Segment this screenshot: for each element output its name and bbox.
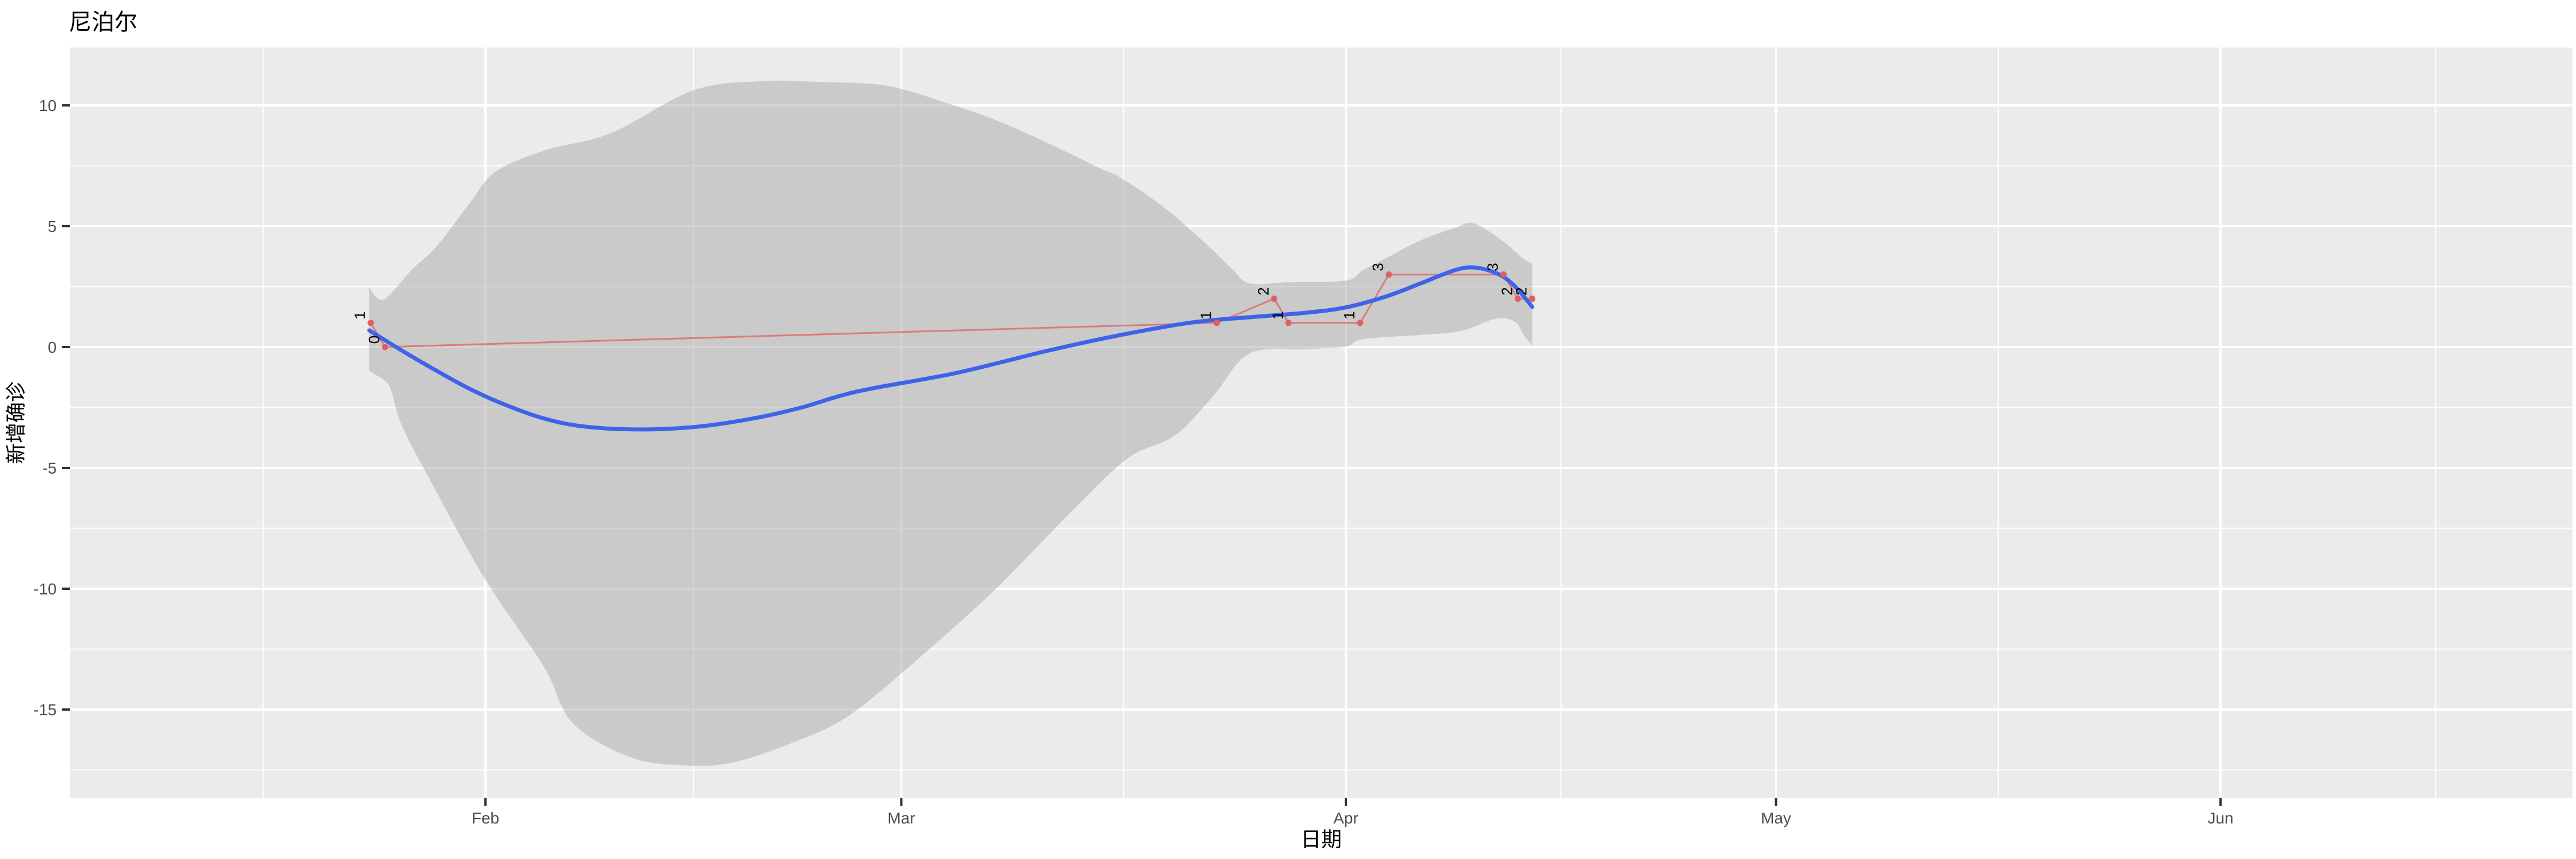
data-point — [1357, 320, 1364, 326]
data-point — [368, 320, 374, 326]
confidence-ribbon — [369, 80, 1532, 766]
x-tick-label: May — [1761, 809, 1791, 827]
data-point — [1385, 271, 1392, 278]
y-tick-label: 0 — [48, 338, 57, 356]
data-points — [368, 271, 1536, 350]
x-tick-label: Jun — [2207, 809, 2233, 827]
x-axis-ticks — [484, 798, 2222, 806]
point-label: 0 — [366, 336, 383, 344]
x-tick-label: Mar — [887, 809, 915, 827]
point-label: 2 — [1499, 287, 1516, 295]
x-tick-label: Apr — [1333, 809, 1358, 827]
data-point — [1285, 320, 1292, 326]
data-point — [1271, 295, 1278, 302]
x-axis-tick-labels: Feb Mar Apr May Jun — [472, 809, 2234, 827]
data-line — [370, 273, 1532, 348]
point-label: 2 — [1255, 287, 1272, 295]
point-label: 3 — [1484, 263, 1502, 271]
data-point — [1515, 295, 1522, 302]
point-label: 1 — [1341, 312, 1358, 320]
point-label: 1 — [1198, 312, 1215, 320]
y-tick-label: -5 — [42, 459, 57, 477]
y-tick-label: -10 — [34, 580, 57, 598]
point-label: 1 — [1269, 312, 1286, 320]
plot-title: 尼泊尔 — [69, 10, 137, 35]
point-label: 1 — [351, 312, 369, 320]
x-tick-label: Feb — [472, 809, 499, 827]
y-tick-label: 10 — [39, 97, 57, 115]
x-axis-title: 日期 — [1301, 828, 1342, 851]
y-axis-ticks — [62, 104, 70, 711]
data-point — [1500, 271, 1507, 278]
point-label: 3 — [1369, 263, 1386, 271]
smooth-trend-line — [367, 265, 1535, 432]
y-axis-title: 新增确诊 — [4, 381, 27, 464]
point-label: 2 — [1513, 287, 1530, 295]
data-point — [1214, 320, 1220, 326]
data-point — [1529, 295, 1536, 302]
data-point — [382, 344, 389, 350]
y-axis-tick-labels: 10 5 0 -5 -10 -15 — [34, 97, 57, 719]
y-tick-label: -15 — [34, 701, 57, 719]
y-tick-label: 5 — [48, 218, 57, 235]
